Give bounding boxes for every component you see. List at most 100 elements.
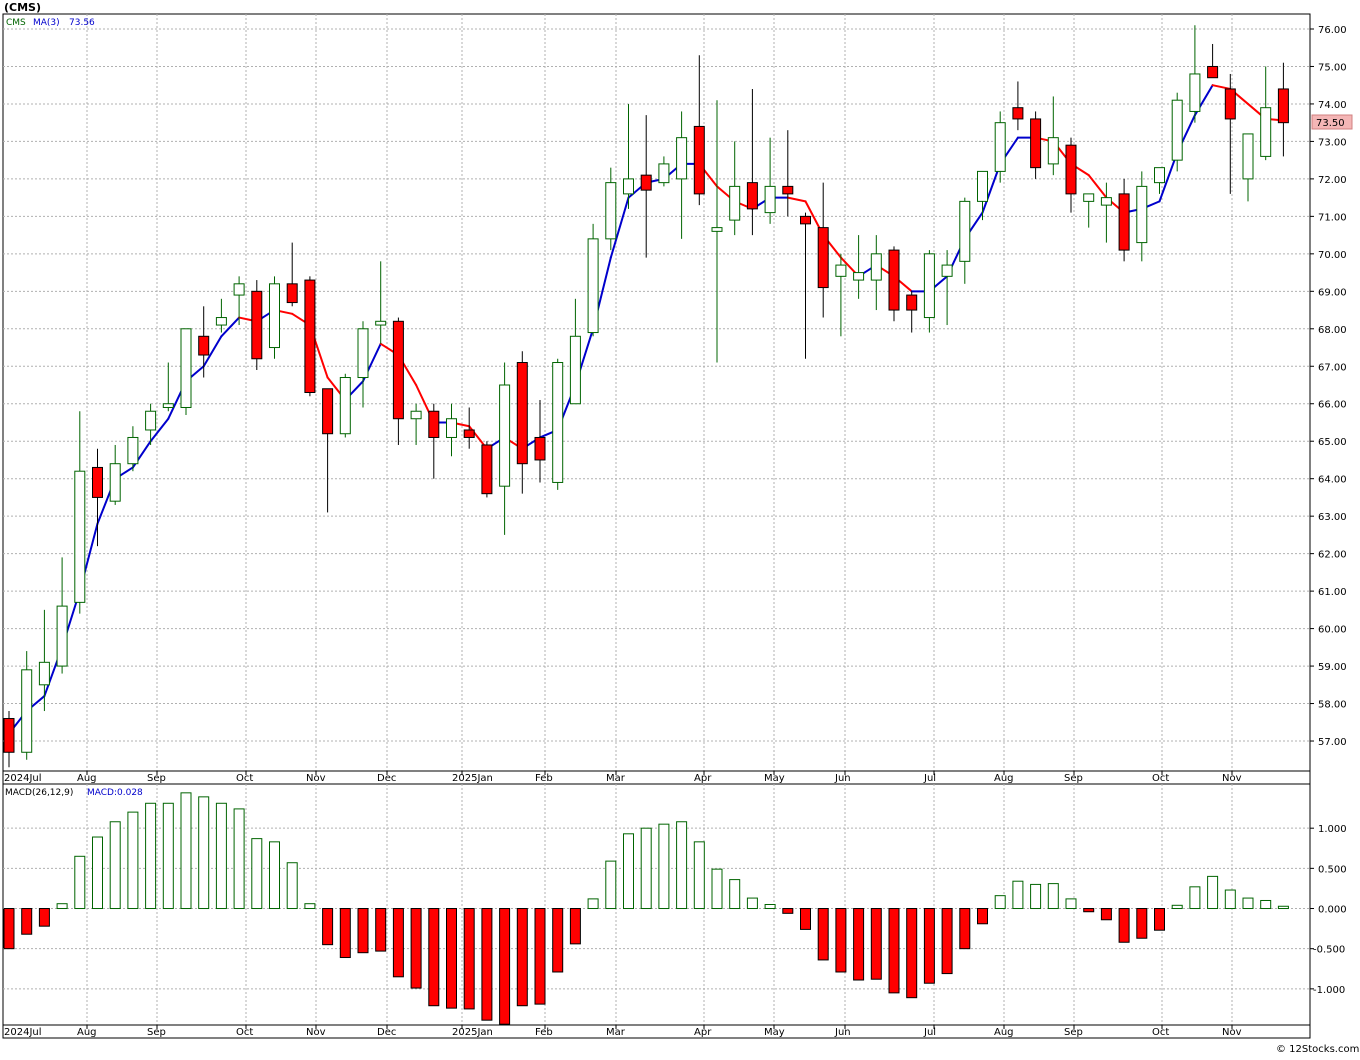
price-tick-label: 68.00	[1318, 325, 1347, 336]
x-axis-label: Aug	[994, 1027, 1014, 1038]
x-axis-label: Mar	[606, 773, 626, 784]
ma-segment	[220, 316, 241, 338]
x-axis-label: Mar	[606, 1027, 626, 1038]
x-axis-label: Jun	[834, 1027, 851, 1038]
candle-body	[569, 335, 581, 405]
x-axis-label: Nov	[306, 773, 326, 784]
x-axis-label: Feb	[535, 773, 553, 784]
macd-legend-value: MACD:0.028	[87, 788, 143, 798]
macd-bar	[552, 908, 564, 973]
macd-bar	[605, 860, 617, 910]
candle-body	[233, 283, 245, 296]
macd-bar	[1136, 908, 1148, 939]
candle-body	[746, 182, 758, 210]
candle-body	[605, 182, 617, 240]
macd-bar	[1154, 908, 1165, 931]
candle-body	[127, 436, 139, 465]
macd-bar	[375, 908, 387, 952]
x-axis-label: 2025Jan	[452, 1027, 493, 1038]
candle-body	[782, 185, 794, 195]
candle-body	[375, 320, 387, 326]
macd-bar	[21, 908, 33, 935]
price-tick-label: 70.00	[1318, 250, 1347, 261]
macd-bar	[286, 862, 298, 910]
macd-tick-label: 0.000	[1318, 905, 1347, 916]
macd-bar	[446, 908, 457, 1009]
candle-body	[269, 283, 280, 349]
price-tick-label: 64.00	[1318, 475, 1347, 486]
x-axis-label: 2024Jul	[4, 1027, 42, 1038]
candle-body	[853, 272, 865, 281]
candle-body	[392, 320, 404, 420]
macd-bar	[1047, 883, 1059, 910]
macd-bar	[198, 796, 210, 910]
candle-body	[587, 238, 599, 334]
x-axis-label: Jun	[834, 773, 851, 784]
macd-bar	[1118, 908, 1130, 943]
chart-title: (CMS)	[4, 1, 41, 14]
x-axis-label: May	[764, 1027, 785, 1038]
macd-bar	[127, 811, 139, 910]
price-tick-label: 63.00	[1318, 512, 1347, 523]
macd-legend-label: MACD(26,12,9)	[5, 788, 73, 798]
macd-bar	[357, 908, 369, 954]
candle-body	[764, 185, 776, 214]
x-axis-label: Feb	[535, 1027, 553, 1038]
macd-bar	[180, 792, 192, 910]
candle-body	[693, 125, 705, 195]
candle-body	[1277, 88, 1289, 124]
macd-bar	[1083, 908, 1095, 913]
macd-bar	[1242, 897, 1254, 910]
candle-body	[1118, 193, 1130, 251]
macd-bar	[1171, 904, 1183, 910]
last-price-tag	[1311, 114, 1353, 130]
ma-segment	[786, 196, 807, 203]
candle-body	[1047, 137, 1059, 165]
ma-segment	[609, 196, 630, 259]
ma-segment	[1158, 151, 1179, 203]
candle-body	[835, 264, 847, 277]
macd-bar	[3, 908, 15, 950]
macd-grid	[3, 784, 1310, 1025]
macd-bar	[729, 879, 741, 910]
candle-body	[145, 410, 157, 431]
candle-body	[1065, 144, 1077, 195]
candle-body	[534, 436, 546, 461]
macd-bar	[693, 841, 705, 910]
price-tick-label: 61.00	[1318, 587, 1347, 598]
x-axis-label: Sep	[147, 1027, 166, 1038]
price-tick-label: 69.00	[1318, 287, 1347, 298]
x-axis-label: Oct	[1152, 1027, 1169, 1038]
macd-bar	[339, 908, 351, 959]
ma-segment	[202, 335, 223, 368]
candle-body	[959, 200, 971, 262]
macd-bar	[428, 908, 440, 1007]
candle-body	[251, 290, 263, 360]
candle-body	[676, 137, 688, 180]
price-tick-label: 65.00	[1318, 437, 1347, 448]
candle-body	[994, 122, 1006, 172]
candle-body	[1154, 167, 1165, 184]
macd-bar	[746, 897, 758, 910]
price-tick-label: 58.00	[1318, 700, 1347, 711]
x-axis-label: Dec	[377, 1027, 396, 1038]
candle-body	[1030, 118, 1042, 169]
macd-bar	[162, 802, 174, 910]
price-tick-label: 73.00	[1318, 137, 1347, 148]
macd-bar	[817, 908, 829, 961]
legend-symbol: CMS	[6, 18, 26, 28]
price-tick-label: 75.00	[1318, 62, 1347, 73]
macd-bar	[782, 908, 794, 914]
candle-body	[1260, 107, 1272, 157]
macd-bar	[1189, 886, 1201, 910]
candle-body	[38, 661, 50, 686]
macd-bar	[463, 908, 475, 1010]
candle-body	[56, 605, 68, 667]
candle-body	[428, 410, 440, 438]
macd-bar	[1207, 875, 1219, 910]
candle-body	[215, 317, 227, 326]
macd-bar	[1260, 899, 1272, 910]
candle-body	[623, 178, 634, 195]
